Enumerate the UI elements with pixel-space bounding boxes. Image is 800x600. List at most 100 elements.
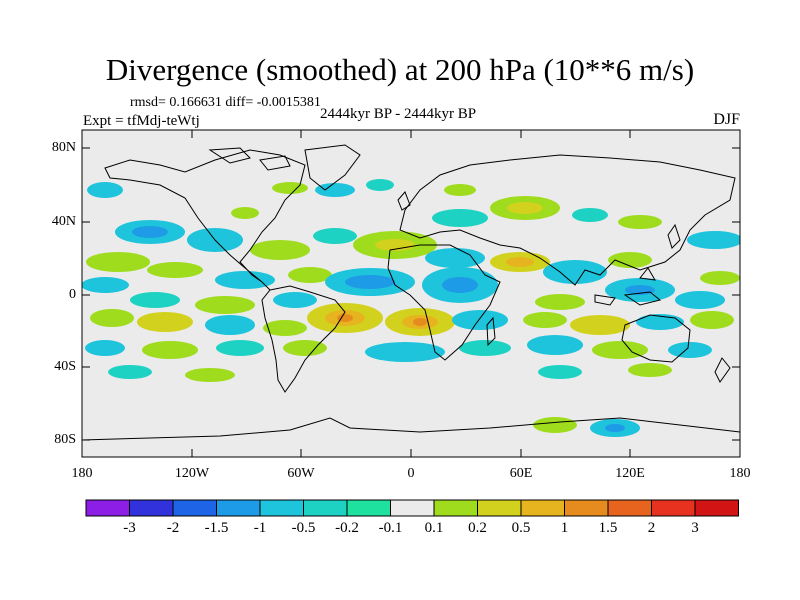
contour-blob [533,417,577,433]
contour-blob [444,184,476,196]
contour-blob [543,260,607,284]
south-america-coast [261,285,346,393]
colorbar-box [129,499,174,517]
contour-blob [82,277,129,293]
contour-blob [288,267,332,283]
period-subtitle: 2444kyr BP - 2444kyr BP [320,106,477,122]
colorbar-label: -0.5 [291,520,316,536]
contour-blob [432,209,488,227]
lon-label-120e: 120E [615,466,645,481]
lat-label-80s: 80S [54,432,76,447]
contour-blob [523,312,567,328]
island-coast [594,294,616,306]
contour-blob [700,271,740,285]
contour-blob [263,320,307,336]
colorbar-label: 3 [691,520,699,536]
colorbar-box [564,499,609,517]
colorbar-box [303,499,348,517]
contour-blob [442,277,478,293]
contour-blob [572,208,608,222]
contour-blob [132,226,168,238]
contour-blob [413,318,427,326]
new-zealand-coast [714,357,731,383]
contour-blob [142,341,198,359]
colorbar-box [85,499,130,517]
arctic-islands-coast [208,147,251,164]
contour-blob [250,240,310,260]
season-label: DJF [713,111,740,128]
contour-blob [137,312,193,332]
contour-blob [538,365,582,379]
contour-blob [506,257,534,267]
contour-blob [315,183,355,197]
colorbar-box [433,499,478,517]
colorbar-label: -1.5 [204,520,229,536]
contour-blob [337,314,353,322]
colorbar-box [172,499,217,517]
contour-blob [628,363,672,377]
colorbar-label: -0.1 [378,520,403,536]
lon-label-180e: 180 [729,466,751,481]
japan-coast [667,223,681,249]
contour-blob [108,365,152,379]
colorbar-label: 0.1 [424,520,444,536]
lon-label-60w: 60W [287,466,315,481]
experiment-label: Expt = tfMdj-teWtj [83,113,200,129]
contour-blob [216,340,264,356]
contour-blob [85,340,125,356]
contour-blob [608,252,652,268]
contour-blob [605,424,625,432]
island-coast [639,267,656,281]
contour-blob [130,292,180,308]
contour-blob [272,182,308,194]
contour-blob [527,335,583,355]
rmsd-diff-stats: rmsd= 0.166631 diff= -0.0015381 [130,95,321,110]
australia-coast [621,314,691,363]
colorbar [85,499,739,517]
contour-blob [205,315,255,335]
colorbar-label: -1 [253,520,267,536]
contour-blob [425,248,485,268]
contour-blob [592,341,648,359]
british-isles-coast [397,191,411,211]
contour-blob [283,340,327,356]
colorbar-box [346,499,391,517]
contour-blob [86,252,150,272]
colorbar-label: 1.5 [598,520,618,536]
lat-ticks [82,147,740,441]
plot-title: Divergence (smoothed) at 200 hPa (10**6 … [105,52,695,87]
colorbar-label: 2 [647,520,656,536]
contour-blob [195,296,255,314]
contour-blob [313,228,357,244]
colorbar-box [477,499,522,517]
madagascar-coast [486,316,496,347]
lon-label-60e: 60E [509,466,533,481]
contour-blob [365,342,445,362]
contour-blob [452,310,508,330]
contour-blob [366,179,394,191]
lat-label-40n: 40N [51,214,76,229]
contour-blob [273,292,317,308]
antarctica-coast [82,417,740,441]
contour-blob [687,231,740,249]
contour-blob [618,215,662,229]
colorbar-box [259,499,304,517]
contour-blob [675,291,725,309]
contour-blob [459,340,511,356]
lon-ticks [81,130,741,457]
contour-blob [690,311,734,329]
north-america-coast [104,149,306,291]
lon-label-120w: 120W [174,466,210,481]
lon-label-180w: 180 [71,466,93,481]
arctic-islands-coast [259,155,291,171]
contour-blob [345,275,395,289]
colorbar-label: 0.5 [511,520,531,536]
contour-blob [87,182,123,198]
lon-label-0: 0 [407,466,415,481]
contour-blob [535,294,585,310]
contour-blob [231,207,259,219]
contour-blob [668,342,712,358]
colorbar-box [520,499,565,517]
colorbar-box [390,499,435,517]
